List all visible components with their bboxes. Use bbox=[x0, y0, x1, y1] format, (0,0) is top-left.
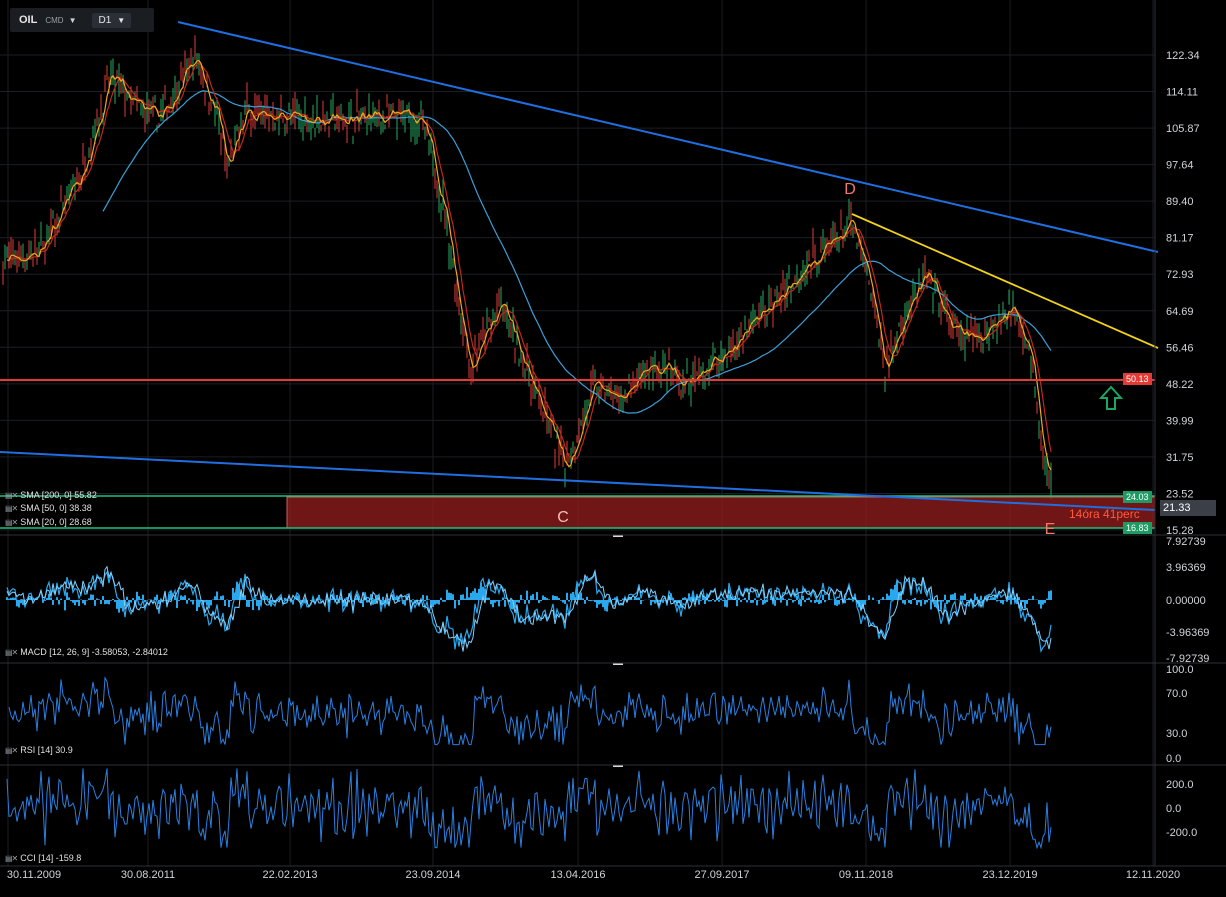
date-tick-label: 23.12.2019 bbox=[982, 869, 1037, 881]
settings-close-icons[interactable]: ▤✕ bbox=[5, 647, 18, 657]
rsi-tick-label: 0.0 bbox=[1166, 753, 1181, 765]
annotation-c: C bbox=[557, 509, 569, 526]
rsi-line bbox=[8, 676, 1052, 747]
macd-tick-label: 0.00000 bbox=[1166, 595, 1206, 607]
caret-down-icon: ▼ bbox=[117, 15, 126, 25]
date-tick-label: 13.04.2016 bbox=[550, 869, 605, 881]
pane-resize-handle[interactable] bbox=[613, 663, 623, 665]
symbol-label[interactable]: OIL bbox=[19, 14, 38, 26]
price-tick-label: 114.11 bbox=[1166, 87, 1198, 99]
rsi-tick-label: 70.0 bbox=[1166, 688, 1187, 700]
bar-countdown: 14óra 41perc bbox=[1069, 507, 1140, 521]
legend-cci[interactable]: ▤✕ CCI [14] -159.8 bbox=[5, 853, 81, 863]
source-label: CMD bbox=[45, 15, 64, 25]
lower-trendline[interactable] bbox=[0, 451, 1156, 511]
level-price-tag: 50.13 bbox=[1123, 373, 1152, 385]
support-zone[interactable] bbox=[286, 496, 1156, 529]
price-tick-label: 64.69 bbox=[1166, 306, 1194, 318]
date-tick-label: 09.11.2018 bbox=[839, 869, 893, 881]
sma200-price-tag: 24.03 bbox=[1123, 491, 1152, 503]
date-tick-label: 30.08.2011 bbox=[121, 869, 175, 881]
yellow-trendline[interactable] bbox=[851, 213, 1159, 349]
date-tick-label: 30.11.2009 bbox=[7, 869, 61, 881]
current-price-tag: 21.33 bbox=[1160, 500, 1216, 516]
pane-resize-handle[interactable] bbox=[613, 765, 623, 767]
date-tick-label: 23.09.2014 bbox=[405, 869, 460, 881]
settings-close-icons[interactable]: ▤✕ bbox=[5, 503, 18, 513]
settings-close-icons[interactable]: ▤✕ bbox=[5, 490, 18, 500]
price-tick-label: 122.34 bbox=[1166, 50, 1200, 62]
price-tick-label: 48.22 bbox=[1166, 379, 1194, 391]
macd-tick-label: -7.92739 bbox=[1166, 653, 1209, 665]
legend-sma50-text: SMA [50, 0] 38.38 bbox=[20, 503, 92, 513]
macd-signal-line bbox=[6, 565, 1052, 652]
price-tick-label: 72.93 bbox=[1166, 269, 1194, 281]
legend-sma20-text: SMA [20, 0] 28.68 bbox=[20, 517, 92, 527]
settings-close-icons[interactable]: ▤✕ bbox=[5, 853, 18, 863]
cci-tick-label: 200.0 bbox=[1166, 779, 1194, 791]
symbol-toolbar[interactable]: OIL CMD ▼ D1 ▼ bbox=[10, 8, 154, 32]
timeframe-label: D1 bbox=[98, 14, 112, 26]
date-tick-label: 12.11.2020 bbox=[1126, 869, 1180, 881]
price-tick-label: 31.75 bbox=[1166, 452, 1194, 464]
annotation-e: E bbox=[1045, 521, 1056, 538]
rsi-tick-label: 30.0 bbox=[1166, 728, 1187, 740]
cci-tick-label: 0.0 bbox=[1166, 803, 1181, 815]
arrow-up-outline-icon[interactable] bbox=[1098, 385, 1124, 410]
legend-rsi-text: RSI [14] 30.9 bbox=[20, 745, 73, 755]
legend-sma200[interactable]: ▤✕ SMA [200, 0] 55.82 bbox=[5, 490, 97, 500]
sma200-line bbox=[102, 90, 1052, 414]
sma50-line bbox=[10, 61, 1052, 460]
macd-line bbox=[6, 570, 1052, 654]
date-tick-label: 27.09.2017 bbox=[694, 869, 749, 881]
rsi-tick-label: 100.0 bbox=[1166, 664, 1194, 676]
price-tick-label: 105.87 bbox=[1166, 123, 1200, 135]
legend-sma20[interactable]: ▤✕ SMA [20, 0] 28.68 bbox=[5, 517, 92, 527]
legend-rsi[interactable]: ▤✕ RSI [14] 30.9 bbox=[5, 745, 73, 755]
cci-tick-label: -200.0 bbox=[1166, 827, 1197, 839]
legend-cci-text: CCI [14] -159.8 bbox=[20, 853, 82, 863]
price-tick-label: 81.17 bbox=[1166, 233, 1194, 245]
legend-macd[interactable]: ▤✕ MACD [12, 26, 9] -3.58053, -2.84012 bbox=[5, 647, 168, 657]
annotation-d: D bbox=[844, 181, 856, 198]
pane-resize-handle[interactable] bbox=[613, 535, 623, 537]
legend-sma200-text: SMA [200, 0] 55.82 bbox=[20, 490, 97, 500]
upper-trendline[interactable] bbox=[177, 21, 1159, 253]
settings-close-icons[interactable]: ▤✕ bbox=[5, 745, 18, 755]
sma20-price-tag: 16.83 bbox=[1123, 522, 1152, 534]
macd-tick-label: -3.96369 bbox=[1166, 627, 1209, 639]
price-tick-label: 97.64 bbox=[1166, 160, 1194, 172]
timeframe-select[interactable]: D1 ▼ bbox=[92, 12, 132, 28]
macd-tick-label: 3.96369 bbox=[1166, 562, 1206, 574]
legend-sma50[interactable]: ▤✕ SMA [50, 0] 38.38 bbox=[5, 503, 92, 513]
legend-macd-text: MACD [12, 26, 9] -3.58053, -2.84012 bbox=[20, 647, 168, 657]
price-tick-label: 56.46 bbox=[1166, 342, 1194, 354]
date-tick-label: 22.02.2013 bbox=[262, 869, 317, 881]
price-tick-label: 15.28 bbox=[1166, 525, 1194, 537]
settings-close-icons[interactable]: ▤✕ bbox=[5, 517, 18, 527]
cci-line bbox=[6, 768, 1052, 850]
price-tick-label: 23.52 bbox=[1166, 488, 1194, 500]
price-tick-label: 39.99 bbox=[1166, 415, 1194, 427]
caret-down-icon[interactable]: ▼ bbox=[68, 15, 77, 25]
price-tick-label: 89.40 bbox=[1166, 196, 1194, 208]
sma20-line bbox=[6, 59, 1052, 471]
macd-tick-label: 7.92739 bbox=[1166, 536, 1206, 548]
